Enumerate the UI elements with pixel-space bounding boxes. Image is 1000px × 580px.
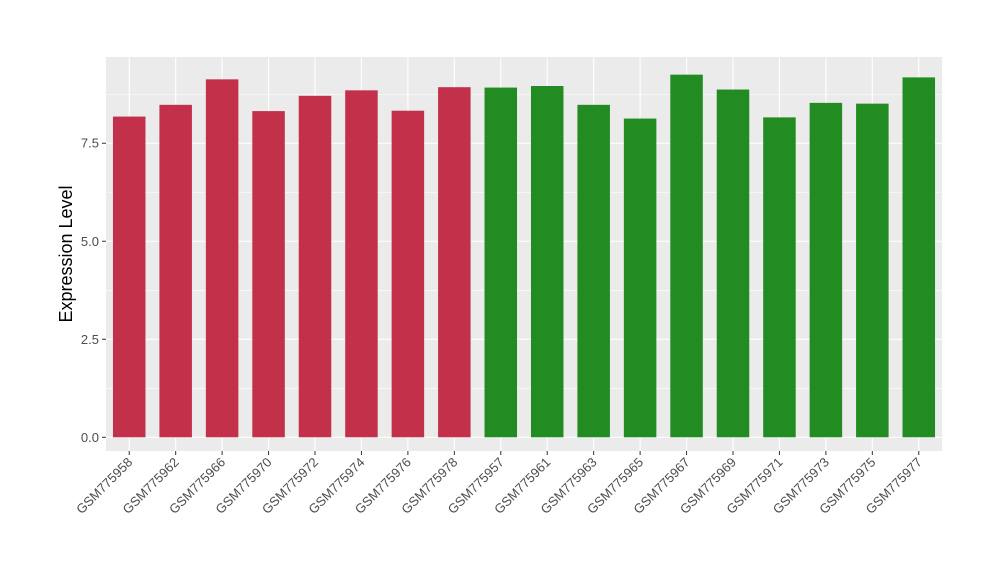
minor-gridlines — [106, 93, 942, 389]
bar-GSM775974 — [345, 90, 378, 438]
bar-GSM775970 — [252, 111, 285, 438]
bar-GSM775958 — [112, 116, 146, 438]
y-tick-label: 7.5 — [81, 136, 99, 151]
y-axis-title: Expression Level — [56, 185, 76, 322]
bar-GSM775971 — [763, 117, 796, 438]
bar-GSM775975 — [856, 103, 889, 438]
y-tick-label: 5.0 — [81, 234, 99, 249]
y-axis: 0.0 2.5 5.0 7.5 — [81, 136, 106, 445]
bars — [112, 74, 936, 438]
y-tick-label: 0.0 — [81, 430, 99, 445]
bar-GSM775972 — [298, 95, 332, 438]
y-tick-label: 2.5 — [81, 332, 99, 347]
bar-GSM775957 — [484, 87, 518, 438]
bar-GSM775977 — [902, 77, 936, 438]
bar-GSM775963 — [577, 104, 610, 438]
bar-GSM775962 — [159, 104, 192, 438]
bar-GSM775976 — [391, 110, 425, 438]
bar-GSM775966 — [205, 79, 239, 438]
bar-GSM775961 — [530, 86, 564, 438]
bar-GSM775965 — [623, 118, 657, 438]
bar-GSM775973 — [809, 102, 843, 438]
x-axis: GSM775958GSM775962GSM775966GSM775970GSM7… — [73, 451, 925, 517]
plot-panel — [106, 57, 942, 451]
bar-GSM775967 — [670, 74, 703, 438]
bar-GSM775978 — [438, 87, 471, 438]
bar-GSM775969 — [716, 89, 750, 438]
